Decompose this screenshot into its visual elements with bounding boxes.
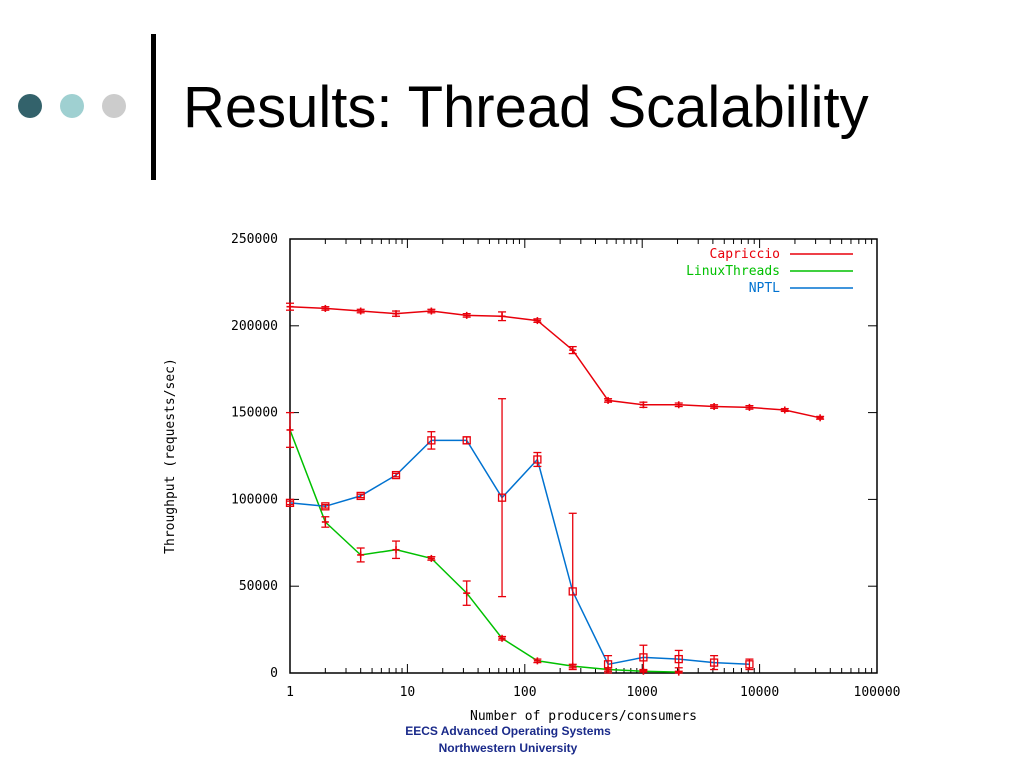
data-point (391, 470, 401, 480)
data-point (675, 401, 683, 409)
y-tick-label: 50000 (239, 579, 278, 594)
error-bar (710, 654, 719, 671)
error-bar (639, 644, 648, 671)
error-bar (498, 398, 507, 598)
series-capriccio (286, 302, 825, 422)
data-point (356, 491, 365, 501)
data-point (533, 455, 542, 464)
data-point (498, 312, 506, 320)
data-point (462, 436, 471, 445)
legend-label-nptl: NPTL (749, 281, 780, 296)
data-point (427, 554, 435, 562)
y-tick-label: 100000 (231, 492, 278, 507)
x-axis-label: Number of producers/consumers (470, 709, 697, 724)
data-point (745, 403, 753, 411)
error-bar (392, 472, 401, 478)
data-point (533, 657, 541, 665)
throughput-chart: 0 50000 100000 150000 200000 250000 1 10 100 1000… (163, 232, 901, 724)
data-point (675, 668, 683, 676)
error-bar (568, 512, 577, 671)
data-point (674, 654, 683, 664)
data-point (427, 307, 435, 315)
y-tick-label: 200000 (231, 319, 278, 334)
error-bar (533, 451, 542, 468)
data-point (427, 436, 436, 445)
data-point (321, 502, 330, 511)
data-point (710, 403, 718, 411)
plot-frame (289, 238, 878, 674)
data-point (463, 311, 471, 319)
footer-university: Northwestern University (438, 741, 578, 755)
error-bar (674, 649, 683, 669)
data-point (569, 346, 577, 354)
x-tick-label: 100000 (854, 685, 901, 700)
data-point (816, 414, 824, 422)
error-bar (604, 654, 613, 674)
legend: Capriccio LinuxThreads NPTL (686, 247, 853, 296)
error-bar (286, 500, 294, 506)
x-tick-label: 10000 (740, 685, 779, 700)
slide-title: Results: Thread Scalability (183, 75, 869, 140)
data-point (781, 406, 789, 414)
data-point (321, 518, 329, 526)
y-tick-label: 0 (270, 666, 278, 681)
y-axis-label: Throughput (requests/sec) (163, 358, 178, 554)
series-linuxthreads (286, 411, 683, 676)
data-point (463, 589, 471, 597)
legend-label-capriccio: Capriccio (710, 247, 780, 262)
data-point (357, 307, 365, 315)
data-point (604, 396, 612, 404)
title-divider (151, 34, 156, 180)
data-point (285, 498, 295, 508)
data-point (286, 303, 294, 311)
bullet-dot-dark (18, 94, 42, 118)
data-point (392, 546, 400, 554)
x-tick-label: 10 (400, 685, 416, 700)
data-point (639, 401, 647, 409)
series-line (289, 305, 821, 419)
footer-course: EECS Advanced Operating Systems (405, 724, 611, 738)
data-point (392, 310, 400, 318)
y-tick-label: 150000 (231, 406, 278, 421)
y-tick-label: 250000 (231, 232, 278, 247)
error-bar (427, 431, 436, 450)
series-line (289, 439, 750, 666)
bullet-dot-gray (102, 94, 126, 118)
x-tick-label: 100 (513, 685, 536, 700)
data-point (533, 317, 541, 325)
x-tick-label: 1 (286, 685, 294, 700)
slide-bullet-dots (12, 88, 132, 124)
error-bar (356, 493, 365, 499)
data-point (286, 426, 294, 434)
bullet-dot-teal (60, 94, 84, 118)
series-line (289, 429, 679, 673)
data-point (745, 660, 754, 669)
data-point (603, 660, 613, 669)
data-point (497, 493, 507, 502)
data-point (321, 304, 329, 312)
data-point (639, 653, 648, 662)
error-bar (321, 503, 330, 509)
data-point (568, 587, 577, 596)
legend-label-linuxthreads: LinuxThreads (686, 264, 780, 279)
series-nptl (285, 398, 754, 674)
data-point (357, 551, 365, 559)
data-point (498, 634, 506, 642)
data-point (709, 658, 719, 667)
x-tick-label: 1000 (627, 685, 658, 700)
